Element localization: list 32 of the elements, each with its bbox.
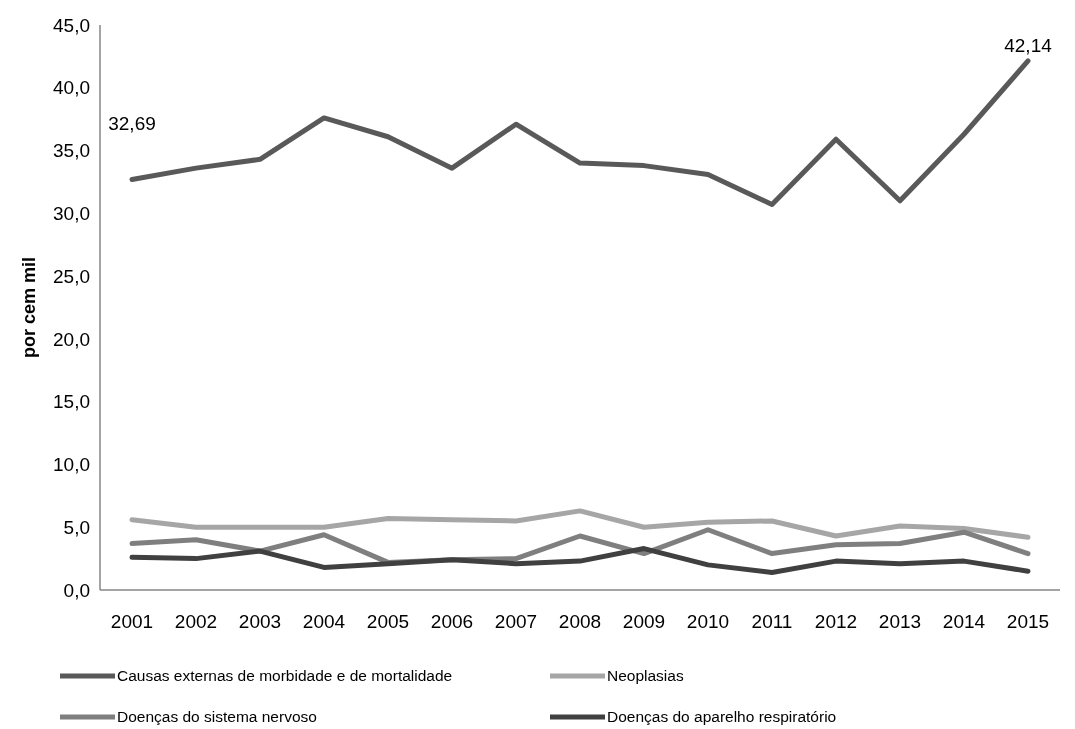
legend-label: Causas externas de morbidade e de mortalidade: [117, 667, 453, 685]
x-tick-label: 2003: [238, 611, 282, 632]
y-tick-label: 35,0: [53, 140, 90, 162]
y-tick-label: 45,0: [53, 14, 90, 36]
x-tick-label: 2012: [814, 611, 858, 632]
y-tick-label: 5,0: [63, 516, 90, 538]
y-tick-label: 25,0: [53, 265, 90, 287]
y-tick-label: 40,0: [53, 77, 90, 99]
x-tick-label: 2006: [430, 611, 474, 632]
x-tick-label: 2010: [686, 611, 730, 632]
y-tick-label: 15,0: [53, 391, 90, 413]
x-tick-label: 2007: [494, 611, 538, 632]
annotation: 32,69: [108, 112, 156, 134]
x-tick-label: 2013: [878, 611, 922, 632]
x-tick-label: 2002: [174, 611, 218, 632]
y-tick-label: 10,0: [53, 454, 90, 476]
x-tick-label: 2015: [1006, 611, 1050, 632]
x-tick-label: 2008: [558, 611, 602, 632]
annotation: 42,14: [1004, 35, 1053, 56]
legend-label: Doenças do sistema nervoso: [117, 708, 317, 726]
y-tick-label: 30,0: [53, 202, 90, 224]
x-tick-label: 2011: [751, 611, 793, 632]
x-tick-label: 2014: [942, 611, 986, 632]
y-tick-label: 20,0: [53, 328, 90, 350]
legend-label: Neoplasias: [607, 667, 684, 685]
x-tick-label: 2005: [366, 611, 410, 632]
y-tick-label: 0,0: [63, 579, 90, 601]
x-tick-label: 2001: [110, 611, 154, 632]
x-tick-label: 2004: [302, 611, 346, 632]
legend-label: Doenças do aparelho respiratório: [607, 708, 837, 726]
x-tick-label: 2009: [622, 611, 666, 632]
y-axis-title: por cem mil: [19, 256, 39, 359]
